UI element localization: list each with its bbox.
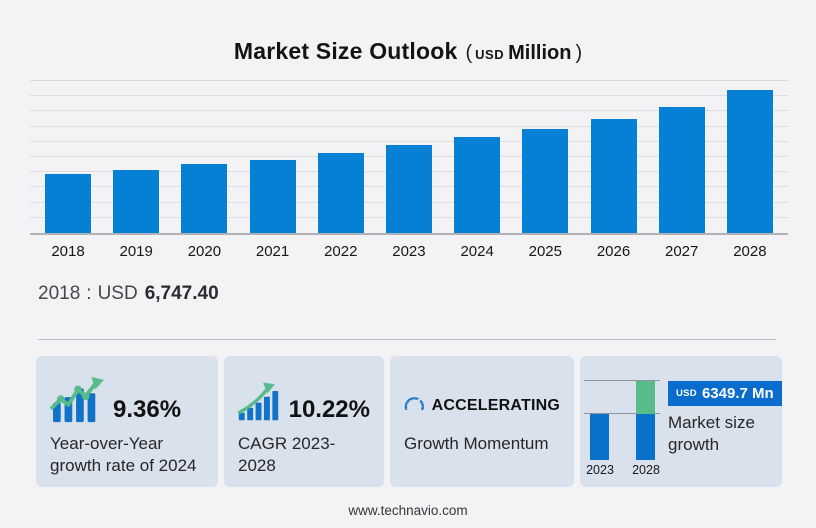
cagr-value: 10.22%: [288, 396, 370, 423]
stat-cards: 9.36% Year-over-Year growth rate of 2024…: [36, 356, 782, 487]
card-cagr: 10.22% CAGR 2023-2028: [224, 356, 384, 487]
yoy-growth-value: 9.36%: [113, 396, 182, 423]
market-size-growth-label: Market size growth: [668, 413, 755, 455]
card-yoy-top-row: 9.36%: [50, 374, 204, 424]
footer-url: www.technavio.com: [348, 503, 468, 518]
market-size-bar-chart: [30, 80, 788, 235]
mini-bar-2023: [590, 414, 609, 460]
title-unit: Million: [508, 42, 572, 64]
mini-chart-mid-gridline: [584, 413, 660, 414]
x-tick-2022: 2022: [324, 243, 358, 260]
gridline: [30, 110, 788, 112]
bar-2027: [658, 107, 705, 233]
mini-bar-2028-growth-segment: [636, 381, 655, 414]
mini-chart-label-2028: 2028: [632, 463, 660, 477]
ascending-bars-arrow-icon: [238, 382, 279, 421]
mini-chart-top-gridline: [584, 380, 660, 381]
x-tick-2028: 2028: [733, 243, 767, 260]
callout-currency: USD: [97, 283, 138, 304]
x-axis-line: [30, 233, 788, 235]
badge-value: 6349.7 Mn: [701, 385, 774, 402]
x-tick-2027: 2027: [665, 243, 699, 260]
chart-title: Market Size Outlook (USD Million): [0, 38, 816, 65]
mini-bar-2028: [636, 414, 655, 460]
bar-2023: [385, 145, 432, 233]
momentum-value: ACCELERATING: [431, 397, 560, 414]
cagr-label: CAGR 2023-2028: [238, 434, 336, 475]
x-tick-2018: 2018: [51, 243, 85, 260]
gridline: [30, 125, 788, 127]
chart-year-labels: 2018 2019 2020 2021 2022 2023 2024 2025 2026 2027…: [30, 243, 788, 260]
callout-value: 6,747.40: [144, 283, 219, 304]
x-tick-2019: 2019: [119, 243, 153, 260]
gridline: [30, 140, 788, 142]
x-tick-2023: 2023: [392, 243, 426, 260]
title-currency: USD: [475, 47, 505, 62]
x-tick-2020: 2020: [187, 243, 222, 260]
chart-title-text: Market Size Outlook: [233, 38, 458, 64]
bar-2018: [45, 174, 91, 233]
x-tick-2024: 2024: [460, 243, 494, 260]
bar-2026: [590, 118, 637, 233]
section-divider: [38, 339, 776, 340]
x-tick-2025: 2025: [528, 243, 562, 260]
bar-2020: [181, 164, 228, 233]
card-market-size-growth: 2023 2028 USD 6349.7 Mn Market size grow…: [580, 356, 782, 487]
title-paren-open: (: [465, 42, 473, 64]
card-momentum-top-row: ACCELERATING: [404, 374, 560, 424]
bar-2024: [454, 136, 501, 233]
card-cagr-top-row: 10.22%: [238, 374, 370, 424]
gridline: [30, 95, 788, 97]
momentum-label: Growth Momentum: [404, 434, 549, 453]
chart-bars: [30, 81, 788, 233]
x-tick-2026: 2026: [596, 243, 631, 260]
yoy-growth-label: Year-over-Year growth rate of 2024: [50, 434, 197, 475]
callout-year: 2018: [38, 283, 81, 304]
bars-uptrend-icon: [50, 376, 104, 423]
bar-2019: [113, 170, 160, 233]
bar-2022: [317, 153, 364, 233]
card-yoy-growth: 9.36% Year-over-Year growth rate of 2024: [36, 356, 218, 487]
callout-separator: :: [86, 283, 92, 304]
gauge-icon: [404, 397, 424, 411]
base-year-callout: 2018: USD 6,747.40: [38, 283, 219, 305]
growth-value-badge: USD 6349.7 Mn: [668, 381, 782, 406]
card-growth-momentum: ACCELERATING Growth Momentum: [390, 356, 574, 487]
mini-chart-label-2023: 2023: [586, 463, 614, 477]
bar-2025: [522, 129, 569, 233]
bar-2028: [726, 89, 773, 233]
title-paren-close: ): [575, 42, 583, 64]
bar-2021: [249, 159, 296, 233]
x-tick-2021: 2021: [255, 243, 290, 260]
badge-currency: USD: [676, 388, 697, 399]
